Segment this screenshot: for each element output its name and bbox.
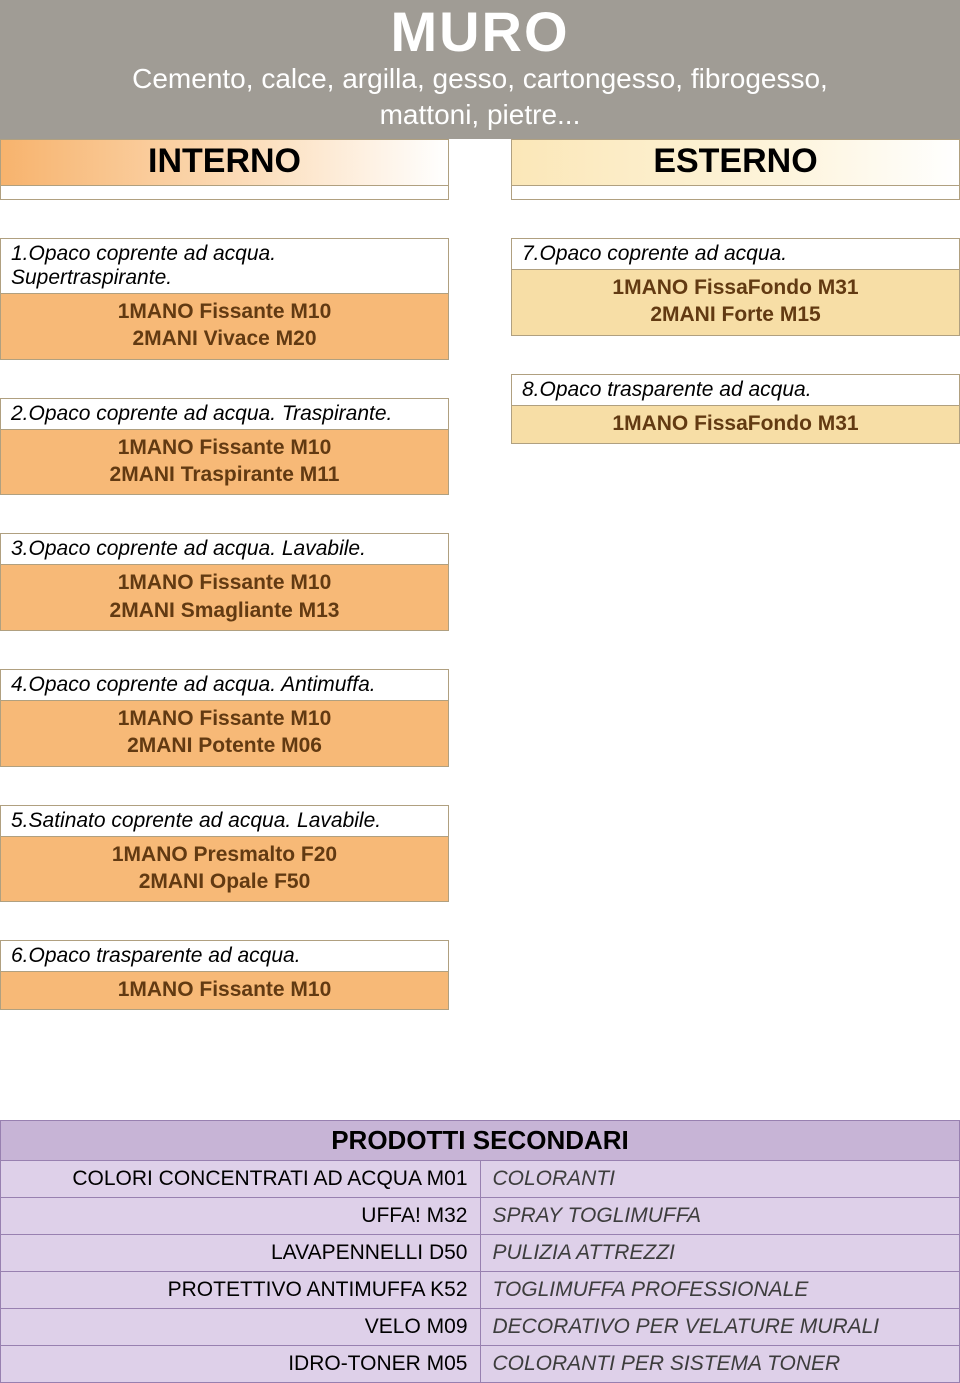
- card-body-line: 1MANO Fissante M10: [11, 976, 438, 1003]
- interno-card: 6.Opaco trasparente ad acqua. 1MANO Fissa…: [0, 940, 449, 1010]
- card-body-line: 1MANO Fissante M10: [11, 298, 438, 325]
- card-body: 1MANO FissaFondo M312MANI Forte M15: [512, 270, 959, 335]
- card-body-line: 2MANI Potente M06: [11, 732, 438, 759]
- secondary-products: PRODOTTI SECONDARI COLORI CONCENTRATI AD…: [0, 1120, 960, 1383]
- card-body: 1MANO Fissante M102MANI Vivace M20: [1, 294, 448, 359]
- interno-card: 3.Opaco coprente ad acqua. Lavabile.1MAN…: [0, 533, 449, 631]
- esterno-cards-col: 7.Opaco coprente ad acqua.1MANO FissaFon…: [511, 200, 960, 1010]
- cards-wrap: 1.Opaco coprente ad acqua. Supertraspira…: [0, 200, 960, 1010]
- esterno-col-header: ESTERNO: [511, 139, 960, 200]
- page-title: MURO: [10, 4, 950, 60]
- secondary-cell-product: PROTETTIVO ANTIMUFFA K52: [0, 1272, 480, 1309]
- card-body-line: 1MANO FissaFondo M31: [522, 410, 949, 437]
- secondary-row: PROTETTIVO ANTIMUFFA K52TOGLIMUFFA PROFE…: [0, 1272, 960, 1309]
- secondary-rows-container: COLORI CONCENTRATI AD ACQUA M01COLORANTI…: [0, 1161, 960, 1383]
- page-subtitle-line1: Cemento, calce, argilla, gesso, cartonge…: [10, 62, 950, 96]
- interno-card: 5.Satinato coprente ad acqua. Lavabile.1…: [0, 805, 449, 903]
- card-body-line: 2MANI Forte M15: [522, 301, 949, 328]
- esterno-card: 7.Opaco coprente ad acqua.1MANO FissaFon…: [511, 238, 960, 336]
- secondary-cell-description: COLORANTI PER SISTEMA TONER: [480, 1346, 960, 1383]
- card-body-line: 2MANI Opale F50: [11, 868, 438, 895]
- card-body-line: 2MANI Traspirante M11: [11, 461, 438, 488]
- interno-card: 4.Opaco coprente ad acqua. Antimuffa.1MA…: [0, 669, 449, 767]
- esterno-card: 8.Opaco trasparente ad acqua. 1MANO Fissa…: [511, 374, 960, 444]
- secondary-row: UFFA! M32SPRAY TOGLIMUFFA: [0, 1198, 960, 1235]
- card-head: 3.Opaco coprente ad acqua. Lavabile.: [1, 534, 448, 565]
- card-head: 6.Opaco trasparente ad acqua.: [1, 941, 448, 972]
- secondary-cell-description: PULIZIA ATTREZZI: [480, 1235, 960, 1272]
- secondary-cell-description: SPRAY TOGLIMUFFA: [480, 1198, 960, 1235]
- card-body-line: 1MANO Fissante M10: [11, 569, 438, 596]
- interno-cards-col: 1.Opaco coprente ad acqua. Supertraspira…: [0, 200, 449, 1010]
- interno-card: 1.Opaco coprente ad acqua. Supertraspira…: [0, 238, 449, 360]
- card-body-line: 1MANO Presmalto F20: [11, 841, 438, 868]
- card-head: 8.Opaco trasparente ad acqua.: [512, 375, 959, 406]
- interno-card: 2.Opaco coprente ad acqua. Traspirante.1…: [0, 398, 449, 496]
- page-subtitle-line2: mattoni, pietre...: [10, 98, 950, 132]
- card-head: 1.Opaco coprente ad acqua. Supertraspira…: [1, 239, 448, 294]
- card-body: 1MANO Presmalto F202MANI Opale F50: [1, 837, 448, 902]
- card-body-line: 1MANO Fissante M10: [11, 434, 438, 461]
- card-head: 7.Opaco coprente ad acqua.: [512, 239, 959, 270]
- card-body: 1MANO Fissante M102MANI Potente M06: [1, 701, 448, 766]
- secondary-cell-product: COLORI CONCENTRATI AD ACQUA M01: [0, 1161, 480, 1198]
- esterno-blank-strip: [511, 186, 960, 200]
- interno-blank-strip: [0, 186, 449, 200]
- card-head: 5.Satinato coprente ad acqua. Lavabile.: [1, 806, 448, 837]
- secondary-cell-product: LAVAPENNELLI D50: [0, 1235, 480, 1272]
- card-body: 1MANO Fissante M102MANI Smagliante M13: [1, 565, 448, 630]
- card-head: 2.Opaco coprente ad acqua. Traspirante.: [1, 399, 448, 430]
- section-labels-row: INTERNO ESTERNO: [0, 139, 960, 200]
- secondary-row: IDRO-TONER M05COLORANTI PER SISTEMA TONE…: [0, 1346, 960, 1383]
- card-body: 1MANO Fissante M10: [1, 972, 448, 1009]
- secondary-cell-product: VELO M09: [0, 1309, 480, 1346]
- secondary-cell-product: UFFA! M32: [0, 1198, 480, 1235]
- card-body-line: 1MANO Fissante M10: [11, 705, 438, 732]
- card-head: 4.Opaco coprente ad acqua. Antimuffa.: [1, 670, 448, 701]
- card-body: 1MANO Fissante M102MANI Traspirante M11: [1, 430, 448, 495]
- card-body-line: 2MANI Vivace M20: [11, 325, 438, 352]
- secondary-row: COLORI CONCENTRATI AD ACQUA M01COLORANTI: [0, 1161, 960, 1198]
- card-body-line: 1MANO FissaFondo M31: [522, 274, 949, 301]
- secondary-cell-description: DECORATIVO PER VELATURE MURALI: [480, 1309, 960, 1346]
- secondary-cell-product: IDRO-TONER M05: [0, 1346, 480, 1383]
- secondary-row: VELO M09DECORATIVO PER VELATURE MURALI: [0, 1309, 960, 1346]
- secondary-title: PRODOTTI SECONDARI: [0, 1120, 960, 1161]
- interno-label: INTERNO: [0, 139, 449, 186]
- interno-col-header: INTERNO: [0, 139, 449, 200]
- card-body-line: 2MANI Smagliante M13: [11, 597, 438, 624]
- header-block: MURO Cemento, calce, argilla, gesso, car…: [0, 0, 960, 139]
- card-body: 1MANO FissaFondo M31: [512, 406, 959, 443]
- secondary-row: LAVAPENNELLI D50PULIZIA ATTREZZI: [0, 1235, 960, 1272]
- esterno-label: ESTERNO: [511, 139, 960, 186]
- secondary-cell-description: TOGLIMUFFA PROFESSIONALE: [480, 1272, 960, 1309]
- secondary-cell-description: COLORANTI: [480, 1161, 960, 1198]
